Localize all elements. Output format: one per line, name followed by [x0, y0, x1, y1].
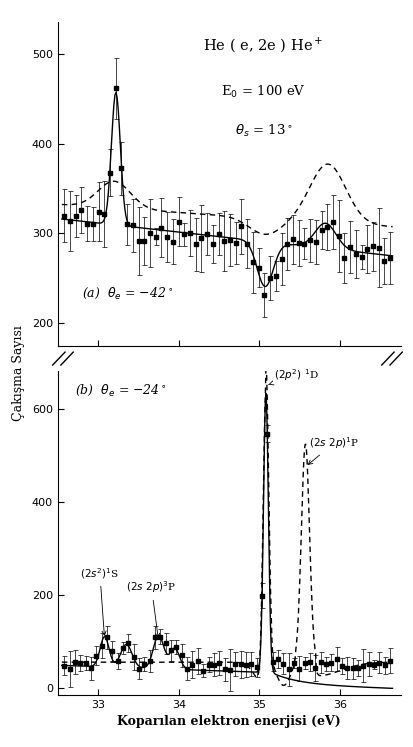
- Text: $(2s^2)^1$S: $(2s^2)^1$S: [81, 566, 119, 635]
- Text: (a)  $\theta_e$ = −42$^\circ$: (a) $\theta_e$ = −42$^\circ$: [82, 286, 173, 301]
- Text: $(2p^2)\ ^1$D: $(2p^2)\ ^1$D: [268, 368, 319, 385]
- Text: $(2s\ 2p)^3$P: $(2s\ 2p)^3$P: [126, 579, 176, 637]
- Text: $(2s\ 2p)^1$P: $(2s\ 2p)^1$P: [308, 435, 360, 465]
- Text: E$_0$ = 100 eV: E$_0$ = 100 eV: [221, 84, 306, 100]
- Text: (b)  $\theta_e$ = −24$^\circ$: (b) $\theta_e$ = −24$^\circ$: [75, 383, 167, 398]
- X-axis label: Koparılan elektron enerjisi (eV): Koparılan elektron enerjisi (eV): [117, 715, 341, 728]
- Text: He ( e, 2e ) He$^+$: He ( e, 2e ) He$^+$: [203, 35, 324, 55]
- Text: $\theta_s$ = 13$^\circ$: $\theta_s$ = 13$^\circ$: [235, 123, 292, 139]
- Text: Çakışma Sayısı: Çakışma Sayısı: [12, 326, 25, 421]
